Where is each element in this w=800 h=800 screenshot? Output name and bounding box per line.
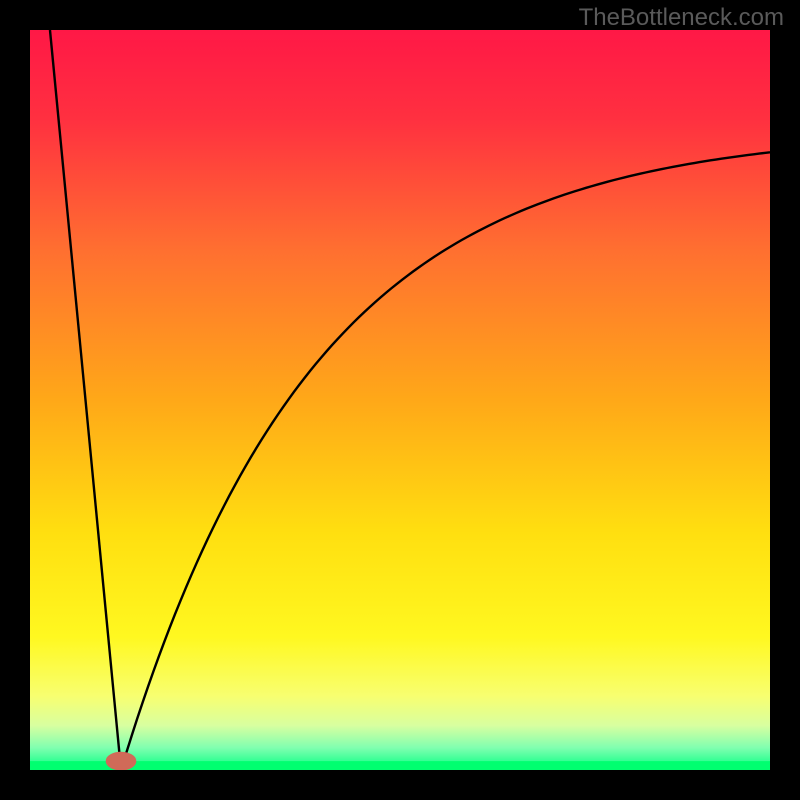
chart-svg xyxy=(30,30,770,770)
watermark: TheBottleneck.com xyxy=(579,4,784,32)
green-bottom-band xyxy=(30,761,770,770)
minimum-marker xyxy=(106,752,136,770)
gradient-background xyxy=(30,30,770,770)
plot-area xyxy=(30,30,770,770)
